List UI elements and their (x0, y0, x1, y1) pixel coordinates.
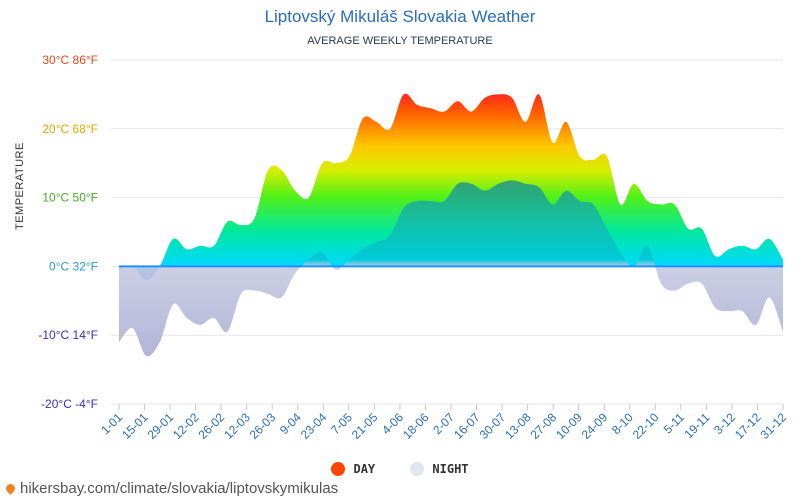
day-series-area (119, 93, 783, 281)
x-tick-label: 13-08 (502, 410, 534, 442)
x-tick-label: 10-09 (553, 410, 585, 442)
x-tick-label: 30-07 (477, 410, 509, 442)
location-pin-icon (4, 482, 17, 495)
y-tick-label: 30°C 86°F (42, 53, 98, 67)
night-dot-icon (410, 462, 425, 476)
x-tick-label: 16-07 (451, 410, 483, 442)
chart-title: Liptovský Mikuláš Slovakia Weather (264, 7, 536, 26)
x-tick-label: 15-01 (119, 410, 151, 442)
x-tick-label: 24-09 (579, 410, 611, 442)
x-tick-label: 21-05 (349, 410, 381, 442)
y-tick-label: 0°C 32°F (49, 259, 98, 273)
source-link[interactable]: hikersbay.com/climate/slovakia/liptovsky… (4, 480, 339, 497)
legend-label-night: NIGHT (432, 462, 469, 476)
y-axis-label: TEMPERATURE (14, 142, 26, 230)
x-tick-label: 17-12 (732, 410, 764, 442)
x-tick-label: 26-02 (196, 410, 228, 442)
legend: DAY NIGHT (0, 462, 800, 479)
x-tick-label: 12-03 (221, 410, 253, 442)
legend-item-day[interactable]: DAY (331, 462, 375, 476)
y-axis-ticks: 30°C 86°F 20°C 68°F 10°C 50°F 0°C 32°F -10°C… (38, 53, 98, 411)
day-dot-icon (331, 462, 346, 476)
y-tick-label: 10°C 50°F (42, 191, 98, 205)
x-tick-label: 31-12 (758, 410, 790, 442)
night-series-area (119, 180, 783, 357)
y-tick-label: -10°C 14°F (38, 328, 98, 342)
y-tick-label: -20°C -4°F (41, 397, 98, 411)
x-tick-label: 23-04 (298, 410, 330, 442)
x-tick-label: 12-02 (170, 410, 202, 442)
legend-item-night[interactable]: NIGHT (410, 462, 469, 476)
source-url: hikersbay.com/climate/slovakia/liptovsky… (20, 480, 339, 497)
x-tick-label: 29-01 (145, 410, 177, 442)
legend-label-day: DAY (353, 462, 376, 476)
x-tick-label: 27-08 (528, 410, 560, 442)
x-tick-label: 22-10 (630, 410, 662, 442)
x-tick-label: 19-11 (682, 410, 713, 441)
chart-subtitle: AVERAGE WEEKLY TEMPERATURE (307, 35, 493, 47)
x-tick-label: 18-06 (400, 410, 432, 442)
x-tick-label: 26-03 (247, 410, 279, 442)
x-axis-ticks: 1-0115-0129-0112-0226-0212-0326-039-0423… (98, 404, 789, 442)
y-tick-label: 20°C 68°F (42, 122, 98, 136)
